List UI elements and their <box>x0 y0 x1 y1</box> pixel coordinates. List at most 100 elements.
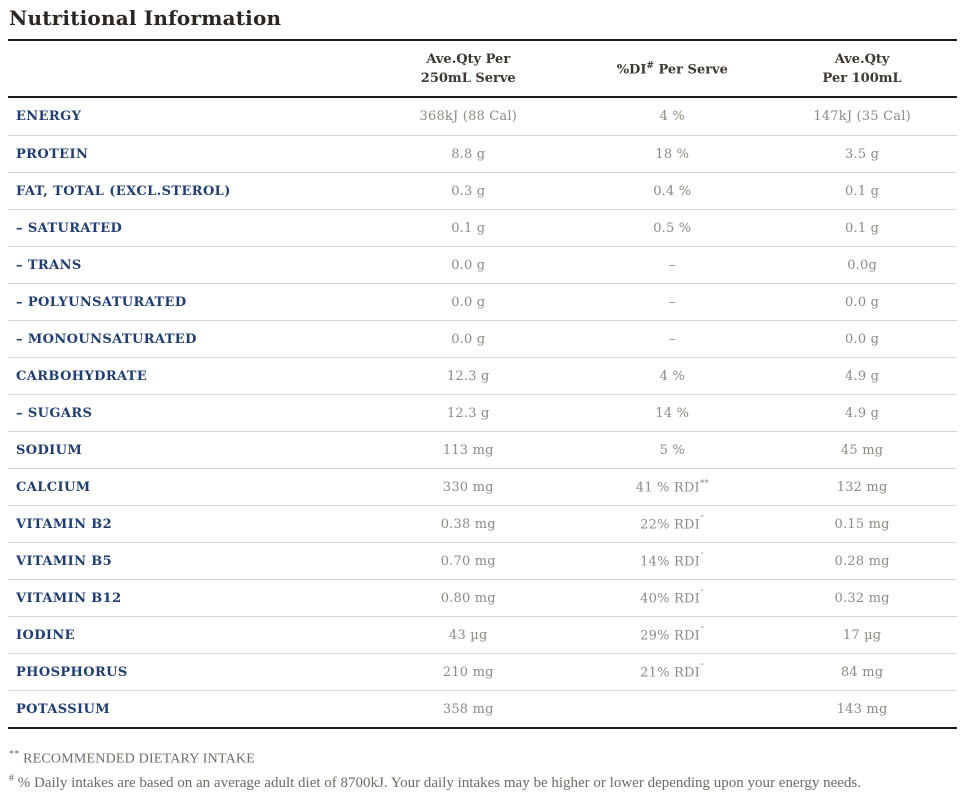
value-per-serve: 368kJ (88 Cal) <box>419 109 518 124</box>
value-per-100ml: 4.9 g <box>845 405 880 421</box>
nutrient-label: PHOSPHORUS <box>16 664 128 680</box>
value-di-per-serve: 5 % <box>659 442 685 458</box>
value-per-serve: 8.8 g <box>451 146 486 162</box>
header-di: %DI# Per Serve <box>577 57 767 79</box>
footnote-daily-intake-text: % Daily intakes are based on an average … <box>14 774 861 791</box>
value-di-per-serve: 41 % RDI** <box>635 478 709 496</box>
value-per-serve: 358 mg <box>442 701 494 717</box>
value-di-per-serve: 0.4 % <box>653 183 692 199</box>
value-per-100ml: 45 mg <box>840 442 884 458</box>
value-di-per-serve: 0.5 % <box>653 220 692 236</box>
table-row: IODINE 43 µg 29% RDIˆ 17 µg <box>8 616 957 653</box>
nutrient-label: – POLYUNSATURATED <box>16 294 187 310</box>
value-per-serve: 0.3 g <box>451 183 486 199</box>
table-row: – SUGARS 12.3 g 14 % 4.9 g <box>8 394 957 431</box>
nutrient-label: VITAMIN B2 <box>16 516 113 532</box>
nutrient-label: – SATURATED <box>16 220 123 236</box>
nutrient-label: POTASSIUM <box>16 701 111 717</box>
value-per-100ml: 3.5 g <box>845 146 880 162</box>
table-header-row: Ave.Qty Per 250mL Serve %DI# Per Serve A… <box>8 41 957 96</box>
table-body: ENERGY 368kJ (88 Cal) 4 % 147kJ (35 Cal)… <box>8 98 957 727</box>
table-row: – TRANS 0.0 g – 0.0g <box>8 246 957 283</box>
value-per-100ml: 0.15 mg <box>834 516 890 532</box>
value-per-serve: 12.3 g <box>446 405 490 421</box>
value-per-serve: 0.0 g <box>451 294 486 310</box>
value-per-serve: 0.1 g <box>451 220 486 236</box>
value-per-serve: 210 mg <box>442 664 494 680</box>
table-row: – POLYUNSATURATED 0.0 g – 0.0 g <box>8 283 957 320</box>
table-row: SODIUM 113 mg 5 % 45 mg <box>8 431 957 468</box>
table-row: ENERGY 368kJ (88 Cal) 4 % 147kJ (35 Cal) <box>8 98 957 135</box>
value-per-serve: 12.3 g <box>446 368 490 384</box>
value-di-per-serve: 14 % <box>655 405 690 421</box>
value-per-100ml: 143 mg <box>836 701 888 717</box>
nutrient-label: IODINE <box>16 627 75 643</box>
value-per-100ml: 0.0 g <box>845 294 880 310</box>
table-row: FAT, TOTAL (EXCL.STEROL) 0.3 g 0.4 % 0.1… <box>8 172 957 209</box>
header-serve-line1: Ave.Qty Per <box>426 51 511 67</box>
value-per-100ml: 0.1 g <box>845 183 880 199</box>
nutrient-label: SODIUM <box>16 442 83 458</box>
value-per-serve: 0.38 mg <box>440 516 496 532</box>
value-di-per-serve: 22% RDIˆ <box>640 515 705 533</box>
value-di-per-serve: 21% RDIˆ <box>640 663 705 681</box>
divider-bottom <box>8 727 957 729</box>
header-di-post: Per Serve <box>653 62 728 78</box>
nutrient-label: VITAMIN B5 <box>16 553 113 569</box>
nutrient-label: – SUGARS <box>16 405 93 421</box>
table-row: POTASSIUM 358 mg 143 mg <box>8 690 957 727</box>
header-serve-line2: 250mL Serve <box>420 70 516 86</box>
value-per-100ml: 0.28 mg <box>834 553 890 569</box>
nutrient-label: ENERGY <box>16 109 82 124</box>
nutrient-label: FAT, TOTAL (EXCL.STEROL) <box>16 183 231 199</box>
value-di-per-serve: – <box>668 294 676 310</box>
value-per-serve: 330 mg <box>442 479 494 495</box>
value-per-serve: 0.70 mg <box>440 553 496 569</box>
table-row: VITAMIN B12 0.80 mg 40% RDIˆ 0.32 mg <box>8 579 957 616</box>
value-di-per-serve: – <box>668 257 676 273</box>
header-per100-line2: Per 100mL <box>822 70 902 86</box>
value-per-serve: 0.80 mg <box>440 590 496 606</box>
value-di-per-serve: 29% RDIˆ <box>640 626 705 644</box>
value-per-100ml: 4.9 g <box>845 368 880 384</box>
value-di-per-serve: – <box>668 331 676 347</box>
value-per-serve: 113 mg <box>442 442 494 458</box>
value-di-per-serve: 40% RDIˆ <box>640 589 705 607</box>
footnote-rdi-marker: ** <box>9 749 20 760</box>
nutrient-label: VITAMIN B12 <box>16 590 122 606</box>
value-di-per-serve: 18 % <box>655 146 690 162</box>
footnote-daily-intake: # % Daily intakes are based on an averag… <box>9 769 957 793</box>
header-di-pre: %DI <box>616 62 647 78</box>
header-serve: Ave.Qty Per 250mL Serve <box>359 50 577 88</box>
footnote-rdi-text: RECOMMENDED DIETARY INTAKE <box>19 751 255 767</box>
value-per-100ml: 0.1 g <box>845 220 880 236</box>
divider-top <box>8 39 957 41</box>
table-row: PHOSPHORUS 210 mg 21% RDIˆ 84 mg <box>8 653 957 690</box>
nutrient-label: CARBOHYDRATE <box>16 368 148 384</box>
value-per-serve: 0.0 g <box>451 257 486 273</box>
table-row: VITAMIN B2 0.38 mg 22% RDIˆ 0.15 mg <box>8 505 957 542</box>
nutrient-label: – MONOUNSATURATED <box>16 331 197 347</box>
table-row: VITAMIN B5 0.70 mg 14% RDIˆ 0.28 mg <box>8 542 957 579</box>
value-per-serve: 0.0 g <box>451 331 486 347</box>
footnote-rdi: ** RECOMMENDED DIETARY INTAKE <box>9 746 957 769</box>
table-row: CARBOHYDRATE 12.3 g 4 % 4.9 g <box>8 357 957 394</box>
value-per-100ml: 0.0 g <box>845 331 880 347</box>
value-di-per-serve: 14% RDIˆ <box>640 552 705 570</box>
value-di-per-serve: 4 % <box>659 109 685 124</box>
value-per-100ml: 17 µg <box>842 627 882 643</box>
header-di-sup: # <box>646 61 654 72</box>
value-per-serve: 43 µg <box>449 627 488 643</box>
table-row: CALCIUM 330 mg 41 % RDI** 132 mg <box>8 468 957 505</box>
value-per-100ml: 147kJ (35 Cal) <box>813 109 911 124</box>
divider-header <box>8 96 957 98</box>
header-per100: Ave.Qty Per 100mL <box>767 50 957 88</box>
header-per100-line1: Ave.Qty <box>834 51 890 67</box>
value-per-100ml: 132 mg <box>836 479 888 495</box>
nutrient-label: CALCIUM <box>16 479 91 495</box>
value-di-per-serve: 4 % <box>659 368 685 384</box>
table-row: – SATURATED 0.1 g 0.5 % 0.1 g <box>8 209 957 246</box>
footnote-daily-intake-marker: # <box>9 772 14 784</box>
table-row: PROTEIN 8.8 g 18 % 3.5 g <box>8 135 957 172</box>
